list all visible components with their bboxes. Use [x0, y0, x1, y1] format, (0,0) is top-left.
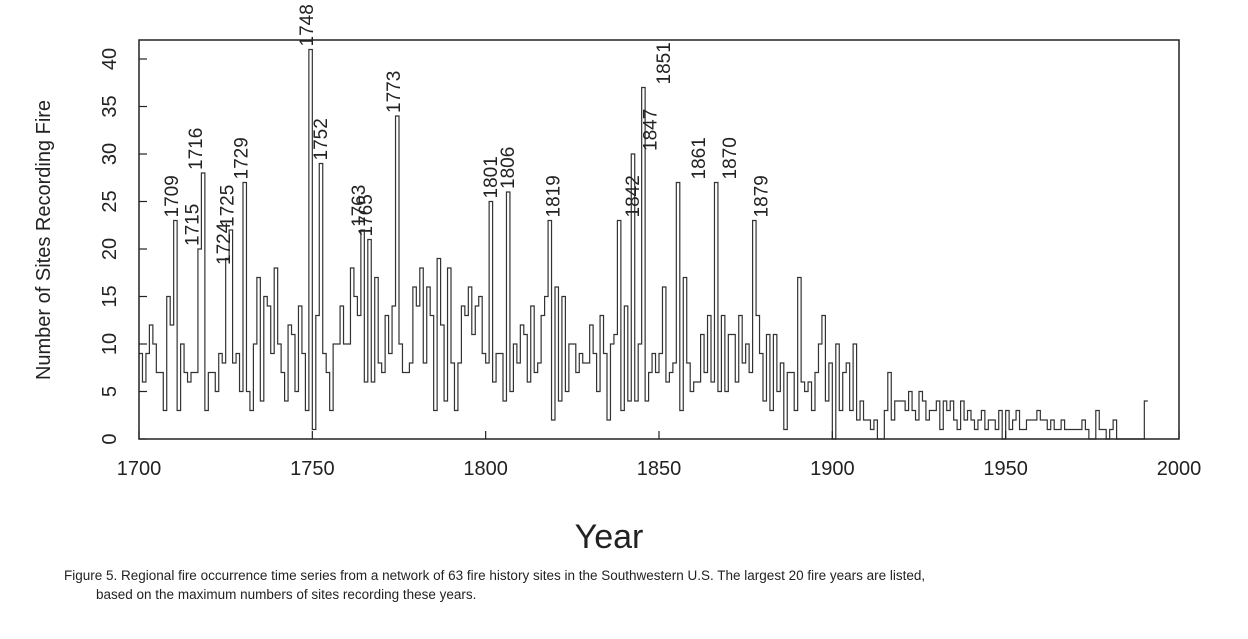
series-0-step-line: [139, 48, 1148, 440]
y-tick-label: 35: [99, 95, 121, 117]
y-axis-ticks: 0 5 10 15 20 25 30 35 40: [99, 48, 147, 445]
peak-year-label: 1801: [481, 156, 502, 198]
x-tick-label: 1900: [810, 458, 855, 480]
peak-year-label: 1819: [543, 175, 564, 217]
peak-year-label: 1715: [183, 204, 204, 246]
peak-year-label: 1806: [498, 147, 519, 189]
peak-year-label: 1763: [349, 185, 370, 227]
x-tick-label: 2000: [1157, 458, 1202, 480]
x-axis-title: Year: [575, 518, 644, 556]
y-axis-title: Number of Sites Recording Fire: [33, 100, 55, 380]
y-tick-label: 40: [99, 48, 121, 70]
peak-year-label: 1870: [720, 137, 741, 179]
peak-year-label: 1709: [162, 175, 183, 217]
peak-year-label: 1716: [186, 128, 207, 170]
figure-caption: Figure 5. Regional fire occurrence time …: [64, 566, 1234, 604]
x-tick-label: 1850: [637, 458, 682, 480]
x-tick-label: 1950: [983, 458, 1028, 480]
y-tick-label: 30: [99, 143, 121, 165]
y-tick-label: 10: [99, 333, 121, 355]
peak-year-label: 1879: [751, 175, 772, 217]
data-layer: [139, 48, 1148, 440]
peak-year-label: 1842: [623, 175, 644, 217]
caption-line-2: based on the maximum numbers of sites re…: [96, 587, 477, 602]
peak-year-label: 1724: [214, 222, 235, 265]
y-tick-label: 25: [99, 190, 121, 212]
y-tick-label: 15: [99, 285, 121, 307]
y-tick-label: 5: [99, 386, 121, 397]
peak-year-label: 1861: [689, 137, 710, 179]
x-tick-label: 1800: [463, 458, 508, 480]
peak-year-label: 1765: [356, 194, 377, 236]
peak-year-label: 1851: [654, 42, 675, 84]
peak-year-label: 1773: [384, 71, 405, 113]
peak-year-label: 1748: [297, 4, 318, 46]
peak-year-label: 1729: [231, 137, 252, 179]
x-axis-ticks: 1700 1750 1800 1850 1900 1950 2000: [117, 431, 1202, 480]
peak-year-label: 1847: [640, 109, 661, 151]
x-tick-label: 1700: [117, 458, 162, 480]
y-tick-label: 0: [99, 433, 121, 444]
caption-line-1: Figure 5. Regional fire occurrence time …: [64, 568, 926, 583]
y-tick-label: 20: [99, 238, 121, 260]
peak-year-label: 1725: [217, 185, 238, 227]
x-tick-label: 1750: [290, 458, 335, 480]
peak-year-label: 1752: [311, 118, 332, 160]
